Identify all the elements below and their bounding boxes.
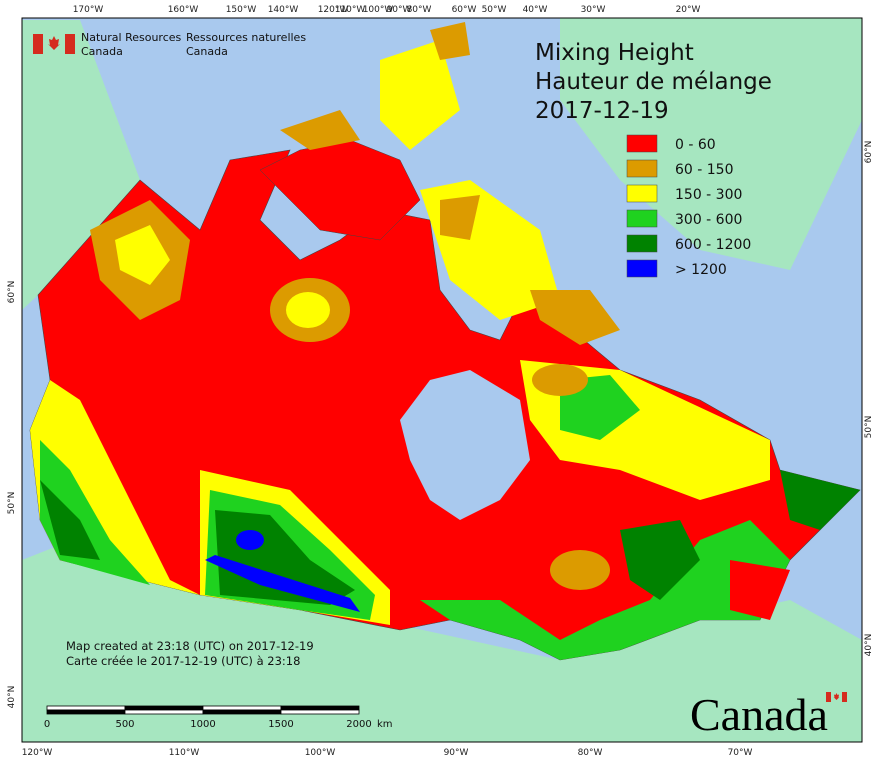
- scale-segment: [124, 709, 204, 715]
- title: Mixing Height: [535, 40, 694, 66]
- maple-leaf: [48, 36, 60, 50]
- arctic-island: [430, 22, 470, 60]
- longitude-label: 110°W: [335, 5, 366, 15]
- title: Hauteur de mélange: [535, 69, 772, 95]
- longitude-label: 30°W: [581, 5, 606, 15]
- scale-tick-label: 500: [115, 719, 134, 730]
- flag-bar: [33, 34, 43, 54]
- longitude-label: 120°W: [318, 5, 349, 15]
- graticule-labels: 170°W 160°W 150°W 140°W 120°W110°W100°W90°W8…: [7, 5, 874, 758]
- scale-unit: km: [377, 719, 393, 730]
- scale-segment: [202, 709, 282, 715]
- scale-segment: [280, 705, 360, 711]
- footnote: Map created at 23:18 (UTC) on 2017-12-19: [66, 639, 314, 653]
- zone-green: [560, 375, 640, 440]
- longitude-label: 140°W: [268, 5, 299, 15]
- legend-swatch: [626, 184, 658, 203]
- flag-bar: [842, 692, 847, 702]
- agency-en: Natural Resources: [81, 31, 182, 44]
- scale-bar: 0 500 1000 1500 2000 km: [44, 705, 393, 730]
- maple-leaf: [833, 693, 840, 700]
- longitude-label: 110°W: [169, 748, 200, 758]
- scale-tick-label: 0: [44, 719, 50, 730]
- legend-label: 600 - 1200: [675, 237, 751, 253]
- zone-orange: [440, 195, 480, 240]
- longitude-label: 90°W: [444, 748, 469, 758]
- longitude-label: 80°W: [578, 748, 603, 758]
- zone-blue: [205, 555, 360, 612]
- latitude-label: 50°N: [864, 416, 874, 439]
- agency-fr: Ressources naturelles: [186, 31, 306, 44]
- longitude-label: 150°W: [226, 5, 257, 15]
- legend-swatch: [626, 134, 658, 153]
- zone-orange: [530, 290, 620, 345]
- scale-segment: [124, 705, 204, 711]
- greenland: [560, 18, 862, 270]
- legend-swatch: [626, 234, 658, 253]
- legend-swatch: [626, 209, 658, 228]
- map-frame: [21, 17, 863, 743]
- longitude-label: 20°W: [676, 5, 701, 15]
- longitude-label: 100°W: [305, 748, 336, 758]
- longitude-label: 90°W: [387, 5, 412, 15]
- longitude-label: 80°W: [407, 5, 432, 15]
- longitude-label: 40°W: [523, 5, 548, 15]
- longitude-label: 120°W: [22, 748, 53, 758]
- zone-red: [730, 560, 790, 620]
- latitude-label: 40°N: [864, 634, 874, 657]
- scale-segment: [202, 705, 282, 711]
- latitude-label: 60°N: [864, 141, 874, 164]
- zone-dark-green: [40, 480, 100, 560]
- longitude-label: 100°W: [363, 5, 394, 15]
- legend-label: 0 - 60: [675, 137, 716, 153]
- header: Natural Resources Canada Ressources natu…: [33, 31, 306, 58]
- scale-tick-label: 1000: [190, 719, 215, 730]
- zone-dark-green: [780, 470, 860, 530]
- legend-label: 150 - 300: [675, 187, 742, 203]
- scale-segment: [280, 709, 360, 715]
- legend-label: 300 - 600: [675, 212, 742, 228]
- title: 2017-12-19: [535, 98, 669, 124]
- scale-segment: [46, 705, 126, 711]
- agency-en: Canada: [81, 45, 123, 58]
- latitude-label: 40°N: [7, 686, 17, 709]
- longitude-label: 170°W: [73, 5, 104, 15]
- map-layers: [22, 18, 862, 742]
- scale-segment: [46, 709, 126, 715]
- scale-tick-label: 1500: [268, 719, 293, 730]
- zone-yellow: [286, 292, 330, 328]
- zone-yellow: [115, 225, 170, 285]
- canada-wordmark: Canada: [690, 689, 828, 740]
- legend-label: > 1200: [675, 262, 727, 278]
- latitude-label: 60°N: [7, 281, 17, 304]
- zone-orange: [550, 550, 610, 590]
- longitude-label: 60°W: [452, 5, 477, 15]
- hudson-bay: [400, 370, 530, 520]
- legend-label: 60 - 150: [675, 162, 734, 178]
- longitude-label: 50°W: [482, 5, 507, 15]
- longitude-label: 70°W: [728, 748, 753, 758]
- flag-bar: [65, 34, 75, 54]
- zone-blue: [236, 530, 264, 550]
- latitude-label: 50°N: [7, 492, 17, 515]
- alaska: [22, 20, 140, 310]
- agency-fr: Canada: [186, 45, 228, 58]
- flag-bar: [826, 692, 831, 702]
- legend: 0 - 60 60 - 150 150 - 300 300 - 600 600 - 12…: [626, 134, 751, 278]
- wordmark: Canada: [690, 689, 847, 740]
- legend-swatch: [626, 259, 658, 278]
- zone-dark-green: [620, 520, 700, 600]
- arctic-island: [280, 110, 360, 150]
- usa: [22, 545, 862, 742]
- footnote: Carte créée le 2017-12-19 (UTC) à 23:18: [66, 654, 300, 668]
- scale-tick-label: 2000: [346, 719, 371, 730]
- zone-orange: [532, 364, 588, 396]
- legend-swatch: [626, 159, 658, 178]
- arctic-island: [380, 40, 460, 150]
- longitude-label: 160°W: [168, 5, 199, 15]
